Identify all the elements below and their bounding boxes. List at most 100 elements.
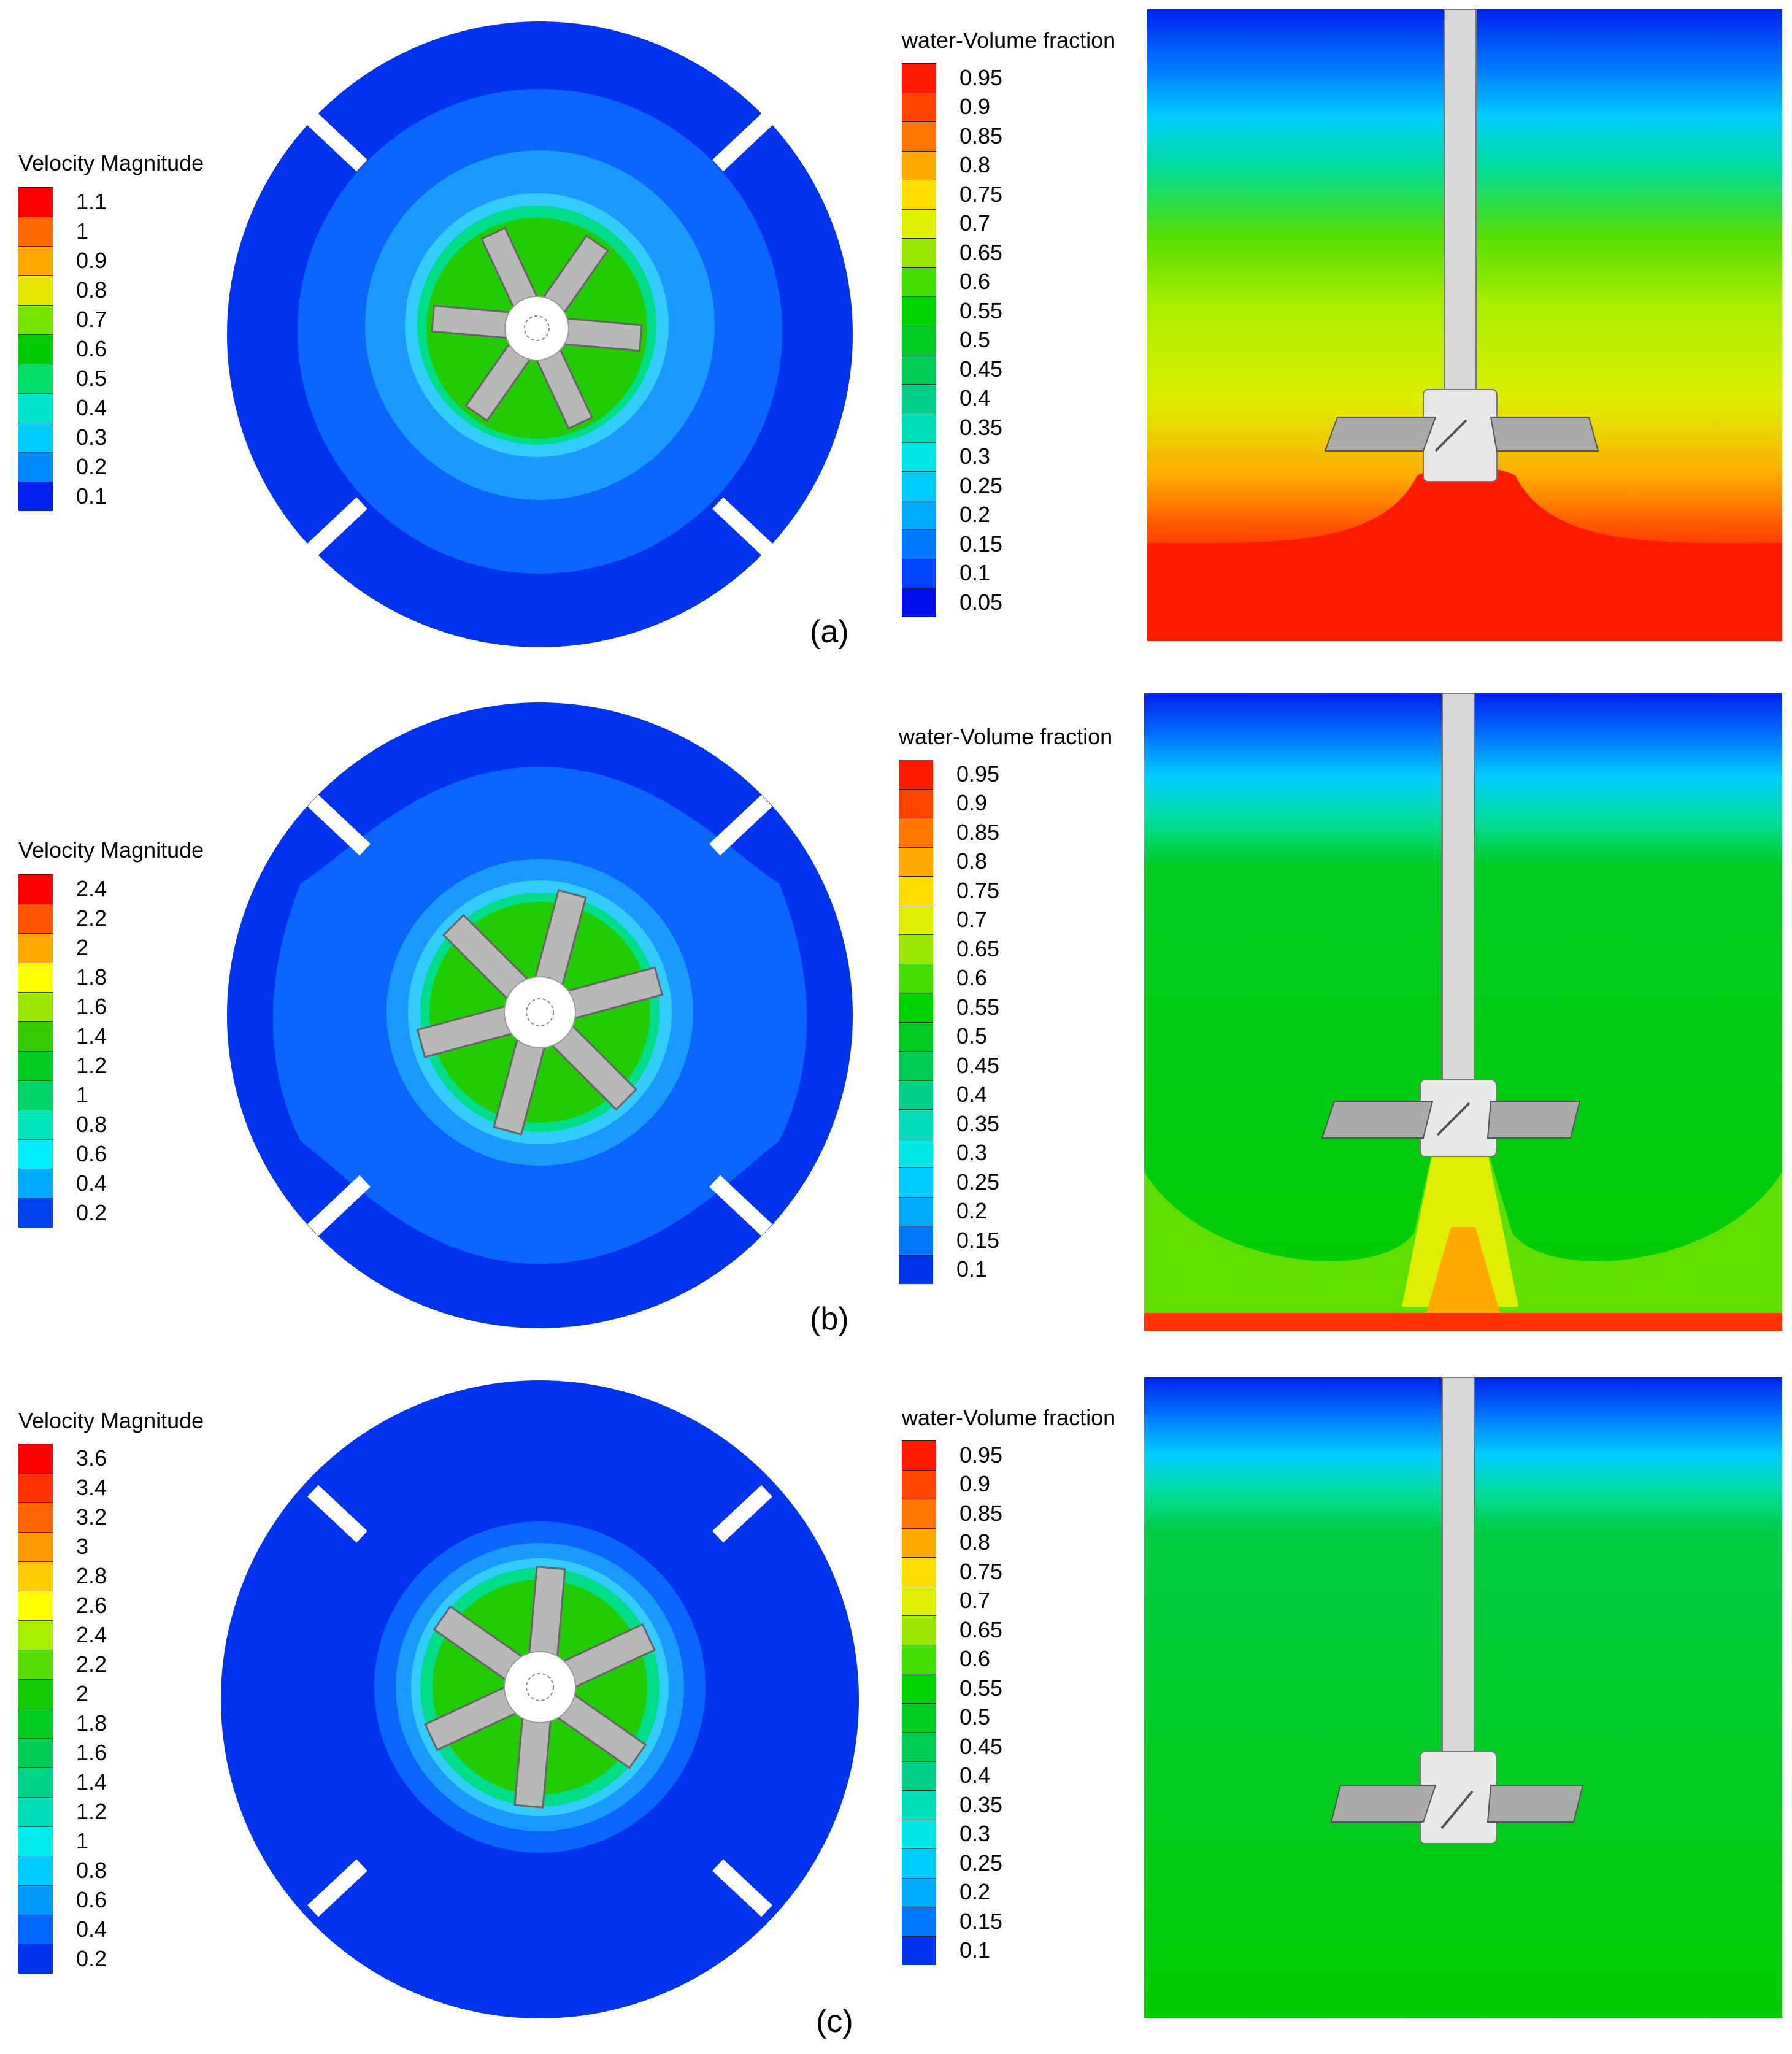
volume-legend-b: water-Volume fraction 0.95 0.9 0.85 0.8 0.75…: [899, 724, 1144, 1325]
legend-swatch: [899, 760, 933, 789]
legend-tick-label: 0.7: [959, 1588, 991, 1614]
legend-tick-label: 0.35: [956, 1110, 1000, 1136]
legend-tick-label: 0.25: [959, 472, 1003, 498]
legend-swatch: [902, 267, 936, 296]
volume-legend-c: water-Volume fraction 0.95 0.9 0.85 0.8 0.75…: [902, 1405, 1147, 2006]
legend-swatch: [18, 963, 53, 992]
legend-swatch: [18, 1532, 53, 1561]
legend-swatch: [18, 1885, 53, 1915]
legend-tick-label: 0.7: [76, 307, 107, 332]
legend-swatch: [902, 238, 936, 267]
legend-swatch: [18, 1944, 53, 1974]
legend-swatch: [18, 1021, 53, 1051]
legend-tick-label: 2: [76, 1681, 89, 1706]
legend-swatch: [899, 788, 933, 818]
legend-swatch: [18, 452, 53, 482]
legend-swatch: [899, 993, 933, 1022]
legend-tick-label: 0.85: [959, 1500, 1003, 1526]
legend-swatch: [18, 364, 53, 393]
legend-tick-label: 0.6: [956, 965, 988, 991]
legend-tick-label: 0.2: [959, 502, 991, 528]
legend-tick-label: 0.85: [959, 123, 1003, 148]
legend-tick-label: 0.2: [76, 454, 107, 479]
legend-tick-label: 0.05: [959, 589, 1003, 615]
legend-tick-label: 3.6: [76, 1445, 107, 1471]
volume-legend-a: water-Volume fraction 0.95 0.9 0.85 0.8 0.75…: [902, 28, 1147, 629]
legend-swatch: [18, 1856, 53, 1885]
legend-tick-label: 1.8: [76, 1710, 107, 1736]
legend-swatch: [18, 1473, 53, 1502]
legend-tick-label: 1.1: [76, 189, 107, 214]
legend-swatch: [899, 1138, 933, 1167]
velocity-legend-title: Velocity Magnitude: [18, 1408, 204, 1433]
legend-swatch: [18, 1444, 53, 1473]
top-view-velocity-contour-b: [227, 702, 853, 1328]
legend-tick-label: 3.4: [76, 1475, 107, 1500]
baffles: [304, 110, 775, 558]
legend-swatch: [18, 482, 53, 511]
legend-tick-label: 0.2: [76, 1946, 107, 1971]
legend-tick-label: 0.8: [959, 1529, 991, 1555]
legend-swatch: [899, 934, 933, 964]
legend-tick-label: 0.1: [956, 1256, 988, 1282]
legend-tick-label: 0.9: [959, 1471, 991, 1497]
legend-swatch: [18, 1797, 53, 1826]
legend-swatch: [18, 393, 53, 423]
legend-swatch: [18, 1080, 53, 1110]
legend-tick-label: 0.75: [959, 181, 1003, 207]
legend-swatch: [902, 1761, 936, 1790]
legend-swatch: [18, 1679, 53, 1709]
legend-swatch: [902, 1528, 936, 1557]
volume-legend-title: water-Volume fraction: [899, 724, 1113, 749]
legend-swatch: [902, 529, 936, 559]
legend-tick-label: 0.45: [956, 1052, 1000, 1078]
legend-swatch: [902, 1644, 936, 1674]
legend-tick-label: 0.4: [76, 395, 107, 420]
legend-swatch: [902, 383, 936, 413]
legend-tick-label: 0.2: [959, 1879, 991, 1905]
top-view-velocity-contour-c: [221, 1380, 859, 2018]
legend-swatch: [902, 325, 936, 355]
legend-tick-label: 0.1: [959, 1937, 991, 1963]
panel-label-a: (a): [810, 614, 849, 650]
legend-tick-label: 0.45: [959, 356, 1003, 382]
legend-tick-label: 0.65: [956, 936, 1000, 961]
legend-swatch: [18, 1767, 53, 1797]
legend-swatch: [902, 1440, 936, 1470]
legend-swatch: [18, 305, 53, 334]
legend-tick-label: 0.9: [959, 94, 991, 120]
legend-tick-label: 1.4: [76, 1023, 107, 1048]
legend-swatch: [18, 334, 53, 364]
legend-tick-label: 0.3: [76, 425, 107, 450]
legend-tick-label: 0.1: [76, 483, 107, 509]
legend-tick-label: 0.3: [959, 1821, 991, 1847]
legend-tick-label: 1.2: [76, 1799, 107, 1824]
legend-swatch: [902, 442, 936, 471]
legend-tick-label: 0.55: [956, 994, 1000, 1020]
legend-tick-label: 0.65: [959, 1617, 1003, 1642]
legend-swatch: [18, 275, 53, 305]
legend-swatch: [902, 1557, 936, 1587]
legend-swatch: [899, 1226, 933, 1255]
legend-swatch: [902, 63, 936, 93]
legend-swatch: [18, 217, 53, 246]
legend-tick-label: 0.15: [959, 1908, 1003, 1934]
legend-tick-label: 0.25: [959, 1850, 1003, 1875]
legend-swatch: [18, 874, 53, 904]
legend-tick-label: 0.95: [959, 64, 1003, 90]
legend-swatch: [902, 1790, 936, 1820]
velocity-legend-title: Velocity Magnitude: [18, 837, 204, 863]
legend-swatch: [18, 1826, 53, 1856]
legend-swatch: [902, 296, 936, 326]
legend-tick-label: 0.95: [959, 1442, 1003, 1467]
legend-swatch: [18, 1051, 53, 1080]
legend-tick-label: 0.7: [956, 907, 988, 933]
legend-tick-label: 0.6: [76, 1141, 107, 1166]
legend-tick-label: 0.95: [956, 761, 1000, 787]
legend-tick-label: 1.6: [76, 1740, 107, 1765]
legend-tick-label: 0.8: [956, 848, 988, 874]
legend-tick-label: 2.8: [76, 1563, 107, 1588]
legend-swatch: [902, 1877, 936, 1907]
legend-tick-label: 0.75: [956, 877, 1000, 903]
legend-swatch: [18, 1198, 53, 1228]
